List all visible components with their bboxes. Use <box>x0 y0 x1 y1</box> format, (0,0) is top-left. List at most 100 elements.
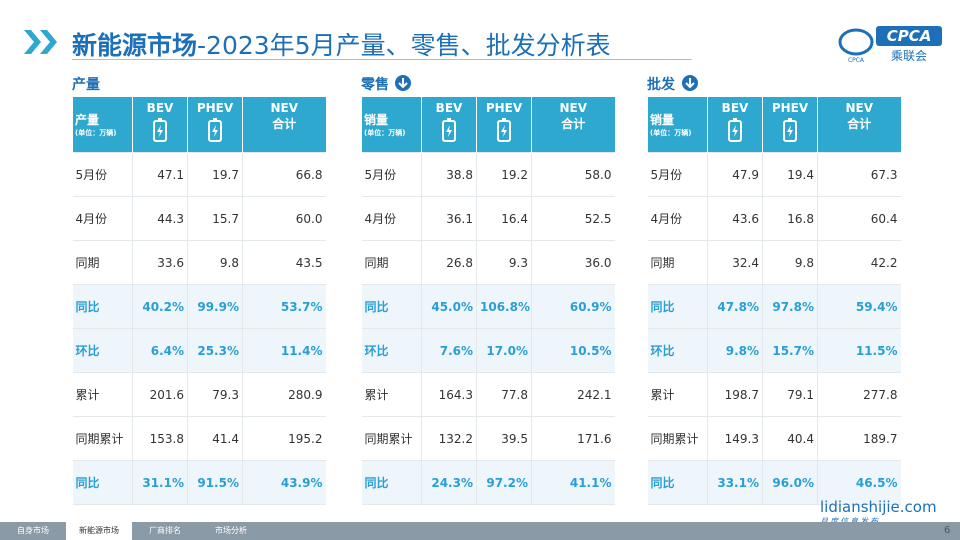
data-row: 同期 26.8 9.3 36.0 <box>361 240 615 285</box>
value-cell: 10.5% <box>531 328 615 373</box>
row-label: 累计 <box>361 372 422 417</box>
column-header: BEV <box>707 97 763 153</box>
column-label: NEV <box>845 101 874 115</box>
value-cell: 77.8 <box>476 372 532 417</box>
row-label: 5月份 <box>361 152 422 197</box>
logo-text: CPCA <box>887 27 932 45</box>
row-label: 4月份 <box>72 196 133 241</box>
site: lidianshijie.com <box>820 498 937 516</box>
data-row: 同期累计 153.8 41.4 195.2 <box>72 416 326 461</box>
value-cell: 132.2 <box>421 416 477 461</box>
column-header: NEV 合计 <box>531 97 615 153</box>
unit-label: (单位：万辆) <box>650 129 692 137</box>
section-title: 批发 <box>647 77 675 93</box>
row-label: 累计 <box>647 372 708 417</box>
data-row: 累计 198.7 79.1 277.8 <box>647 372 901 417</box>
value-cell: 43.5 <box>242 240 326 285</box>
footer-bar: 自身市场 新能源市场 厂商排名 市场分析 <box>0 522 960 540</box>
value-cell: 24.3% <box>421 460 477 505</box>
column-label: BEV <box>146 101 174 115</box>
value-cell: 11.5% <box>817 328 901 373</box>
data-row: 同比 24.3% 97.2% 41.1% <box>361 460 615 505</box>
value-cell: 16.4 <box>476 196 532 241</box>
value-cell: 242.1 <box>531 372 615 417</box>
value-cell: 19.2 <box>476 152 532 197</box>
header-row: 产量 (单位：万辆) BEV PHEV NEV 合计 <box>72 97 326 153</box>
data-row: 环比 6.4% 25.3% 11.4% <box>72 328 326 373</box>
value-cell: 43.6 <box>707 196 763 241</box>
data-row: 同期 32.4 9.8 42.2 <box>647 240 901 285</box>
title-rest: -2023年5月产量、零售、批发分析表 <box>197 31 611 60</box>
column-label: 合计 <box>272 117 297 131</box>
value-cell: 9.8 <box>187 240 243 285</box>
battery-icon <box>153 118 167 142</box>
data-row: 环比 9.8% 15.7% 11.5% <box>647 328 901 373</box>
corner-label: 销量 <box>650 113 675 127</box>
value-cell: 39.5 <box>476 416 532 461</box>
data-row: 同期 33.6 9.8 43.5 <box>72 240 326 285</box>
value-cell: 149.3 <box>707 416 763 461</box>
header-row: 销量 (单位：万辆) BEV PHEV NEV 合计 <box>647 97 901 153</box>
data-row: 环比 7.6% 17.0% 10.5% <box>361 328 615 373</box>
value-cell: 16.8 <box>762 196 818 241</box>
column-header: PHEV <box>762 97 818 153</box>
value-cell: 6.4% <box>132 328 188 373</box>
value-cell: 25.3% <box>187 328 243 373</box>
data-row: 累计 164.3 77.8 242.1 <box>361 372 615 417</box>
footer-tab: 自身市场 <box>17 526 49 535</box>
row-label: 同比 <box>647 284 708 329</box>
value-cell: 91.5% <box>187 460 243 505</box>
row-label: 同期累计 <box>361 416 422 461</box>
row-label: 同比 <box>647 460 708 505</box>
value-cell: 9.8% <box>707 328 763 373</box>
title-rule <box>72 59 692 60</box>
down-icon <box>395 75 411 91</box>
value-cell: 97.2% <box>476 460 532 505</box>
column-label: BEV <box>435 101 463 115</box>
column-header: NEV 合计 <box>817 97 901 153</box>
data-row: 同比 31.1% 91.5% 43.9% <box>72 460 326 505</box>
value-cell: 60.4 <box>817 196 901 241</box>
row-label: 5月份 <box>647 152 708 197</box>
page-number: 6 <box>944 525 951 536</box>
value-cell: 52.5 <box>531 196 615 241</box>
column-label: NEV <box>270 101 299 115</box>
data-row: 5月份 47.9 19.4 67.3 <box>647 152 901 197</box>
value-cell: 201.6 <box>132 372 188 417</box>
value-cell: 53.7% <box>242 284 326 329</box>
column-label: PHEV <box>771 101 809 115</box>
value-cell: 153.8 <box>132 416 188 461</box>
column-header: NEV 合计 <box>242 97 326 153</box>
value-cell: 47.8% <box>707 284 763 329</box>
corner-cell: 产量 (单位：万辆) <box>72 97 133 153</box>
row-label: 4月份 <box>361 196 422 241</box>
value-cell: 66.8 <box>242 152 326 197</box>
data-row: 4月份 36.1 16.4 52.5 <box>361 196 615 241</box>
row-label: 环比 <box>647 328 708 373</box>
column-label: PHEV <box>485 101 523 115</box>
data-row: 同比 33.1% 96.0% 46.5% <box>647 460 901 505</box>
footer-tab: 新能源市场 <box>66 522 132 540</box>
logo: CPCA 乘联会 CPCA <box>838 26 942 64</box>
value-cell: 277.8 <box>817 372 901 417</box>
value-cell: 46.5% <box>817 460 901 505</box>
battery-icon <box>728 118 742 142</box>
column-label: 合计 <box>561 117 586 131</box>
value-cell: 9.8 <box>762 240 818 285</box>
value-cell: 60.9% <box>531 284 615 329</box>
down-icon <box>682 75 698 91</box>
unit-label: (单位：万辆) <box>364 129 406 137</box>
section-title: 零售 <box>361 77 389 93</box>
column-label: 合计 <box>847 117 872 131</box>
value-cell: 67.3 <box>817 152 901 197</box>
row-label: 同期累计 <box>72 416 133 461</box>
row-label: 环比 <box>72 328 133 373</box>
battery-icon <box>208 118 222 142</box>
value-cell: 280.9 <box>242 372 326 417</box>
value-cell: 106.8% <box>476 284 532 329</box>
row-label: 环比 <box>361 328 422 373</box>
data-row: 4月份 43.6 16.8 60.4 <box>647 196 901 241</box>
battery-icon <box>783 118 797 142</box>
site-sub: 月度信息发布 <box>820 516 880 527</box>
value-cell: 58.0 <box>531 152 615 197</box>
